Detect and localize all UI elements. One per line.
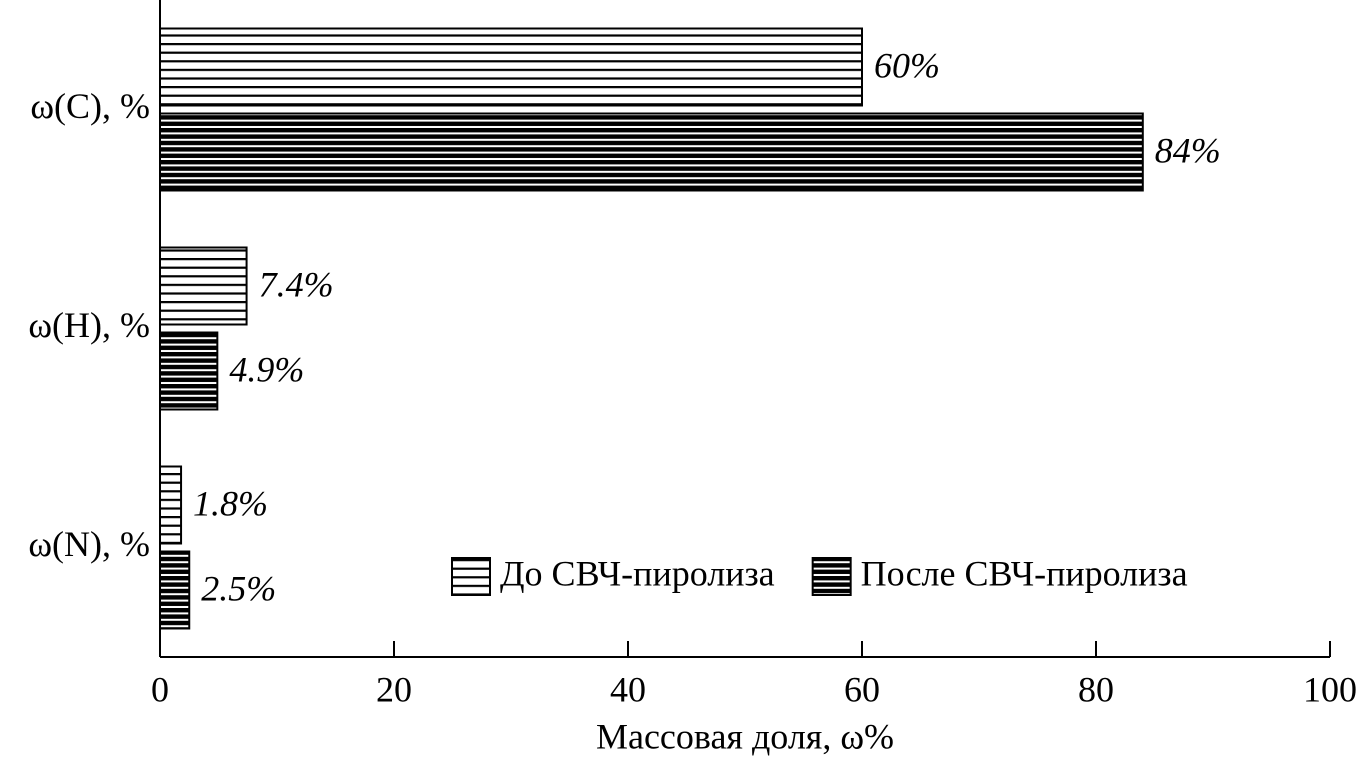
y-tick-label: ω(N), %: [28, 524, 150, 564]
y-tick-label: ω(C), %: [30, 86, 150, 126]
legend-label: После СВЧ-пиролиза: [861, 553, 1188, 593]
legend-swatch: [811, 557, 852, 596]
bar: [159, 550, 191, 630]
y-tick-label: ω(H), %: [28, 305, 150, 345]
value-label: 7.4%: [259, 264, 334, 304]
bar: [159, 27, 863, 107]
bar: [159, 246, 248, 326]
legend-swatch: [451, 557, 491, 596]
bar: [159, 465, 183, 545]
value-label: 60%: [874, 45, 940, 85]
x-tick-label: 0: [151, 669, 169, 709]
x-tick-label: 100: [1303, 669, 1357, 709]
x-tick-label: 60: [844, 669, 880, 709]
bar: [159, 112, 1144, 192]
x-tick-label: 80: [1078, 669, 1114, 709]
value-label: 84%: [1155, 130, 1221, 170]
x-axis-label: Массовая доля, ω%: [596, 716, 894, 756]
value-label: 2.5%: [201, 568, 276, 608]
value-label: 1.8%: [193, 483, 268, 523]
bar: [159, 331, 219, 411]
x-tick-label: 40: [610, 669, 646, 709]
x-tick-label: 20: [376, 669, 412, 709]
value-label: 4.9%: [229, 349, 304, 389]
legend-label: До СВЧ-пиролиза: [500, 553, 775, 593]
